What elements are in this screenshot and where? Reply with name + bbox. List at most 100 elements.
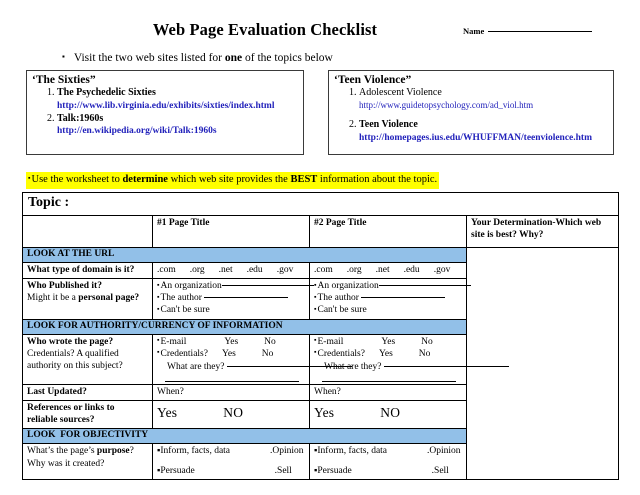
publisher-options-page1[interactable]: ▪An organization ▪The author ▪Can't be s…: [152, 278, 314, 320]
option-sell[interactable]: .Sell: [431, 465, 449, 476]
email-no[interactable]: No: [264, 336, 276, 347]
highlighted-instruction: ▪Use the worksheet to determine which we…: [26, 172, 440, 189]
square-bullet-icon: ▪: [28, 174, 31, 182]
topic-input-cell[interactable]: Topic :: [21, 192, 620, 216]
option-cant-be-sure[interactable]: ▪Can't be sure: [314, 304, 462, 316]
what-are-they-blank[interactable]: [226, 365, 352, 367]
highlight-text-2: which web site provides the: [167, 174, 291, 185]
option-persuade[interactable]: Persuade: [160, 465, 195, 476]
domain-options-page1[interactable]: .com .org .net .edu .gov: [152, 261, 310, 280]
credentials-no[interactable]: No: [418, 348, 431, 359]
option-inform[interactable]: Inform, facts, data: [317, 446, 388, 457]
domain-option-net[interactable]: .net: [375, 264, 390, 275]
option-persuade[interactable]: Persuade: [317, 465, 352, 476]
option-credentials[interactable]: ▪Credentials? Yes No: [157, 348, 305, 360]
option-opinion[interactable]: .Opinion: [427, 446, 461, 457]
domain-options-page2[interactable]: .com .org .net .edu .gov: [309, 261, 467, 280]
table-row-band-objectivity: LOOK FOR OBJECTIVITY: [22, 428, 619, 445]
table-row-band-url: LOOK AT THE URL: [22, 246, 620, 480]
organization-blank[interactable]: [221, 285, 314, 287]
site-url-link[interactable]: http://www.lib.virginia.edu/exhibits/six…: [57, 100, 275, 111]
option-email[interactable]: ▪E-mail Yes No: [314, 336, 462, 348]
references-label-line2: reliable sources?: [27, 415, 95, 426]
header-determination: Your Determination-Which web site is bes…: [465, 214, 620, 248]
references-yes[interactable]: Yes: [157, 405, 178, 421]
what-are-they-blank[interactable]: [383, 365, 509, 367]
topic-heading: ‘The Sixties”: [32, 74, 96, 86]
domain-option-net[interactable]: .net: [218, 264, 233, 275]
purpose-line-inform[interactable]: ▪Inform, facts, data .Opinion: [157, 445, 305, 457]
purpose-line-persuade[interactable]: ▪Persuade .Sell: [314, 465, 462, 477]
option-email[interactable]: ▪E-mail Yes No: [157, 336, 305, 348]
last-updated-page1[interactable]: When?: [152, 383, 310, 402]
references-yes[interactable]: Yes: [314, 405, 335, 421]
domain-option-gov[interactable]: .gov: [433, 264, 451, 275]
square-bullet-icon: ▪: [157, 280, 160, 289]
purpose-options-page2[interactable]: ▪Inform, facts, data .Opinion ▪ Persuade .S…: [309, 443, 467, 480]
row-label-last-updated: Last Updated?: [22, 383, 153, 402]
what-are-they-label: What are they?: [324, 361, 382, 372]
domain-option-gov[interactable]: .gov: [276, 264, 294, 275]
site-name: Adolescent Violence: [359, 87, 442, 98]
option-an-organization[interactable]: ▪An organization: [314, 280, 471, 292]
domain-option-com[interactable]: .com: [157, 264, 176, 275]
domain-option-edu[interactable]: .edu: [246, 264, 263, 275]
references-no[interactable]: NO: [223, 405, 244, 421]
name-blank-line[interactable]: [488, 31, 593, 32]
instruction-bold-word: one: [224, 52, 243, 64]
what-are-they-blank-second[interactable]: [322, 380, 456, 382]
author-options-page1[interactable]: ▪E-mail Yes No ▪Credentials? Yes No What are…: [152, 333, 352, 386]
last-updated-page2[interactable]: When?: [309, 383, 467, 402]
site-name: Teen Violence: [359, 119, 418, 131]
option-the-author[interactable]: ▪The author: [157, 292, 305, 304]
references-answer-page2[interactable]: Yes NO: [309, 400, 467, 430]
option-the-author[interactable]: ▪The author: [314, 292, 462, 304]
option-cant-be-sure[interactable]: ▪Can't be sure: [157, 304, 305, 316]
square-bullet-icon: ▪: [157, 292, 160, 301]
domain-option-org[interactable]: .org: [346, 264, 362, 275]
table-row-purpose: What’s the page’s purpose? Why was it cr…: [22, 443, 619, 480]
purpose-line-persuade[interactable]: ▪Persuade .Sell: [157, 465, 305, 477]
email-yes[interactable]: Yes: [381, 336, 396, 347]
email-no[interactable]: No: [421, 336, 433, 347]
email-yes[interactable]: Yes: [224, 336, 239, 347]
row-label-domain: What type of domain is it?: [22, 261, 153, 280]
references-no[interactable]: NO: [380, 405, 401, 421]
domain-option-org[interactable]: .org: [189, 264, 205, 275]
option-inform[interactable]: Inform, facts, data: [160, 446, 231, 457]
square-bullet-icon: ▪: [314, 336, 317, 345]
credentials-yes[interactable]: Yes: [378, 348, 393, 359]
domain-option-com[interactable]: .com: [314, 264, 333, 275]
section-band-authority: LOOK FOR AUTHORITY/CURRENCY OF INFORMATI…: [22, 318, 467, 335]
references-answer-page1[interactable]: Yes NO: [152, 400, 310, 430]
topic-site-list: The Psychedelic Sixties http://www.lib.v…: [27, 87, 303, 138]
name-label: Name: [463, 26, 485, 36]
option-sell[interactable]: .Sell: [274, 465, 292, 476]
purpose-options-page1[interactable]: ▪Inform, facts, data .Opinion ▪Persuade .S…: [152, 443, 310, 480]
option-label: An organization: [317, 281, 379, 292]
site-url-link[interactable]: http://homepages.ius.edu/WHUFFMAN/teenvi…: [359, 132, 593, 143]
square-bullet-icon: ▪: [314, 292, 317, 301]
square-bullet-icon: ▪: [314, 446, 318, 457]
determination-answer-cell[interactable]: [465, 246, 620, 480]
name-field: Name: [463, 26, 593, 36]
header-blank: [22, 214, 153, 248]
purpose-label-pre: What’s the page’s: [27, 446, 97, 457]
publisher-options-page2[interactable]: ▪An organization ▪The author ▪Can't be s…: [309, 278, 471, 320]
option-label: The author: [160, 293, 202, 304]
what-are-they-blank-second[interactable]: [165, 380, 299, 382]
option-opinion[interactable]: .Opinion: [270, 446, 304, 457]
author-options-page2[interactable]: ▪E-mail Yes No ▪Credentials? Yes No What are…: [309, 333, 509, 386]
author-blank[interactable]: [204, 297, 289, 299]
site-url-link[interactable]: http://www.guidetopsychology.com/ad_viol…: [359, 99, 534, 110]
author-blank[interactable]: [361, 297, 446, 299]
credentials-no[interactable]: No: [261, 348, 274, 359]
option-an-organization[interactable]: ▪An organization: [157, 280, 314, 292]
organization-blank[interactable]: [378, 285, 471, 287]
option-credentials[interactable]: ▪Credentials? Yes No: [314, 348, 462, 360]
domain-option-edu[interactable]: .edu: [403, 264, 420, 275]
publisher-label-line2-pre: Might it be a: [27, 293, 79, 304]
purpose-line-inform[interactable]: ▪Inform, facts, data .Opinion: [314, 445, 462, 457]
site-url-link[interactable]: http://en.wikipedia.org/wiki/Talk:1960s: [57, 126, 217, 137]
credentials-yes[interactable]: Yes: [221, 348, 236, 359]
